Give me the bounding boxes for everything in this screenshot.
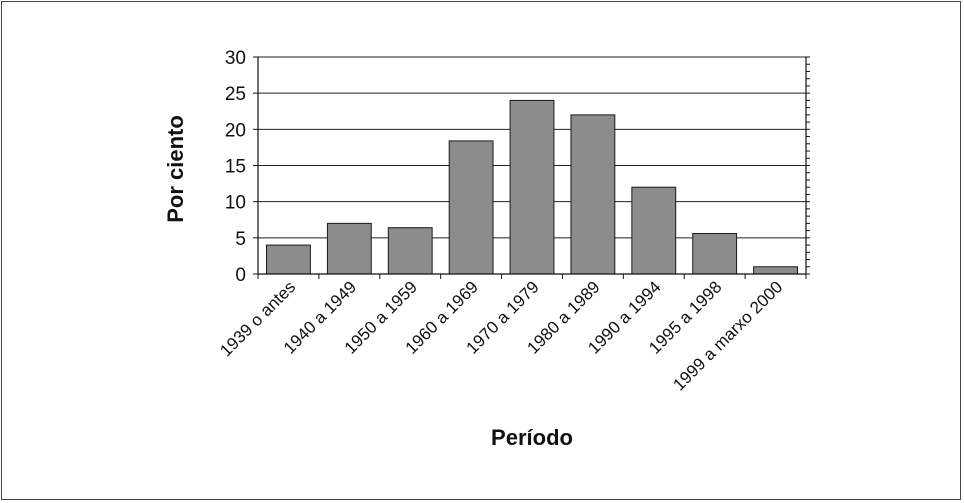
- y-tick-label: 20: [225, 120, 246, 141]
- y-tick-label: 15: [225, 157, 246, 178]
- bar: [509, 99, 555, 275]
- bar: [387, 227, 433, 275]
- x-tick-label: 1999 a marxo 2000: [669, 277, 786, 394]
- y-tick-label: 30: [225, 48, 246, 69]
- bar: [692, 232, 738, 275]
- x-axis-title: Período: [491, 425, 573, 450]
- y-tick-label: 10: [225, 193, 246, 214]
- bar: [266, 244, 311, 275]
- y-tick-label: 5: [235, 229, 246, 250]
- bar: [570, 114, 616, 275]
- bar: [753, 266, 798, 275]
- y-tick-label: 0: [235, 265, 246, 286]
- bar: [326, 222, 372, 275]
- axes: [253, 56, 810, 279]
- bars: [266, 99, 798, 275]
- y-axis-title: Por ciento: [163, 115, 188, 223]
- y-tick-label: 25: [225, 84, 246, 105]
- y-tick-labels: 0 5 10 15 20 25 30: [225, 48, 246, 286]
- bar: [631, 186, 677, 275]
- bar: [448, 140, 494, 275]
